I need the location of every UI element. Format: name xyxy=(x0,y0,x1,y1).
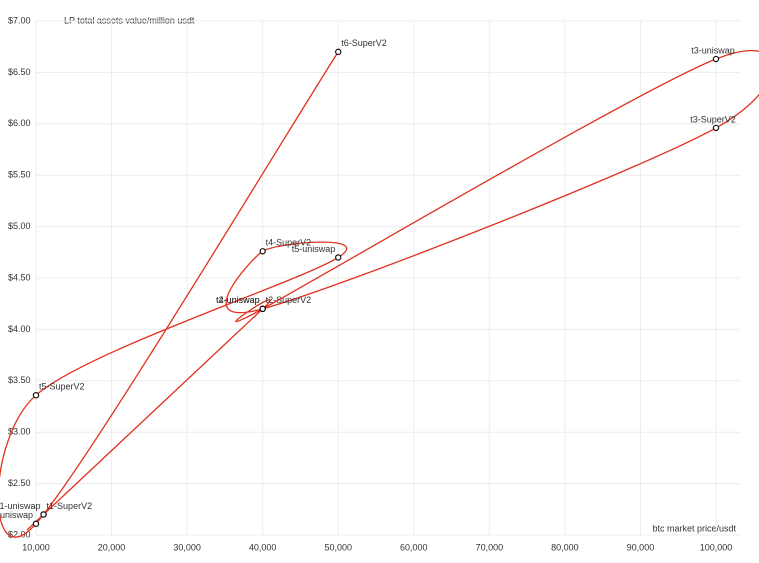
point xyxy=(712,55,720,63)
point-label: t5-SuperV2 xyxy=(39,382,85,392)
point xyxy=(32,520,40,527)
point-label: t5-uniswap xyxy=(292,244,336,254)
point-label: t2-SuperV2 xyxy=(266,295,312,305)
point-label: t3-SuperV2 xyxy=(690,114,736,124)
y-tick-label: $3.00 xyxy=(8,427,31,437)
x-tick-label: 20,000 xyxy=(98,542,126,552)
x-tick-label: 80,000 xyxy=(551,542,579,552)
point xyxy=(712,124,720,132)
point xyxy=(259,248,266,255)
y-tick-label: $7.00 xyxy=(8,15,31,25)
point-label: t4-uniswap xyxy=(216,295,260,305)
x-tick-label: 40,000 xyxy=(249,542,277,552)
point xyxy=(335,254,342,261)
y-tick-label: $5.50 xyxy=(8,170,31,180)
point-label: t3-uniswap xyxy=(691,45,735,55)
x-tick-label: 90,000 xyxy=(627,542,655,552)
point-label: t1-SuperV2 xyxy=(47,501,93,511)
point-label: t2-uniswap xyxy=(216,295,260,305)
y-axis-title: LP total assets value/million usdt xyxy=(64,15,195,25)
y-tick-label: $6.50 xyxy=(8,67,31,77)
x-tick-label: 10,000 xyxy=(22,542,50,552)
y-tick-label: $2.50 xyxy=(8,478,31,488)
curve xyxy=(0,49,759,538)
point-label: t6-SuperV2 xyxy=(341,38,387,48)
x-tick-label: 70,000 xyxy=(476,542,504,552)
point xyxy=(259,305,266,313)
x-tick-label: 30,000 xyxy=(173,542,201,552)
y-tick-label: $4.00 xyxy=(8,324,31,334)
y-tick-label: $3.50 xyxy=(8,375,31,385)
y-tick-label: $4.50 xyxy=(8,272,31,282)
x-tick-label: 50,000 xyxy=(324,542,352,552)
y-tick-label: $2.00 xyxy=(8,529,31,539)
x-tick-label: 100,000 xyxy=(700,542,733,552)
point-label: t4-SuperV2 xyxy=(266,238,312,248)
point-label: t1-uniswap xyxy=(0,501,41,511)
y-tick-label: $5.00 xyxy=(8,221,31,231)
x-tick-label: 60,000 xyxy=(400,542,428,552)
point-label: t6-uniswap xyxy=(0,510,33,520)
point xyxy=(40,511,47,518)
point xyxy=(335,48,342,56)
y-tick-label: $6.00 xyxy=(8,118,31,128)
point xyxy=(32,391,40,399)
x-axis-title: btc market price/usdt xyxy=(652,523,736,533)
